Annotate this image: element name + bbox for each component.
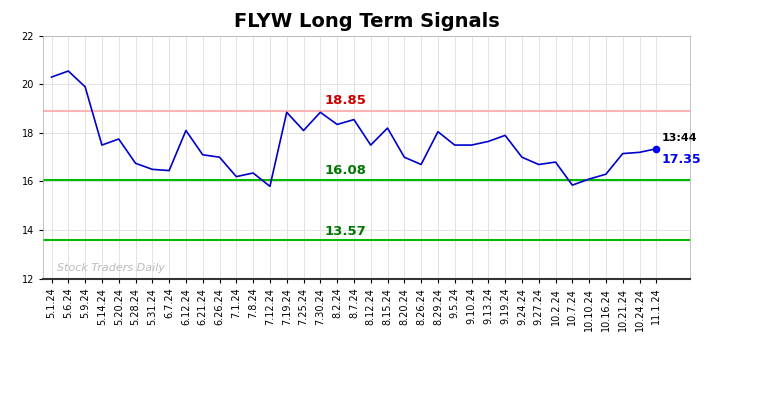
Point	[650, 146, 662, 152]
Text: 16.08: 16.08	[325, 164, 367, 177]
Title: FLYW Long Term Signals: FLYW Long Term Signals	[234, 12, 499, 31]
Text: 17.35: 17.35	[662, 153, 701, 166]
Text: 18.85: 18.85	[325, 94, 367, 107]
Text: 13:44: 13:44	[662, 133, 697, 143]
Text: 13.57: 13.57	[325, 225, 367, 238]
Text: Stock Traders Daily: Stock Traders Daily	[56, 263, 165, 273]
